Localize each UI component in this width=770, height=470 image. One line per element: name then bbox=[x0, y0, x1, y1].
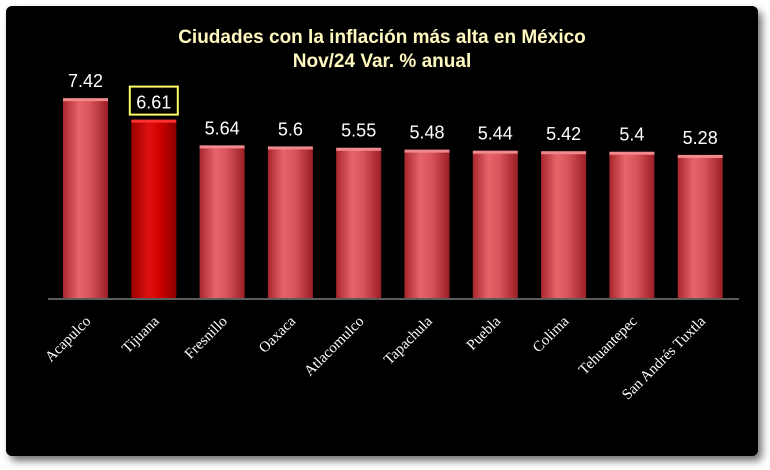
bar-atlacomulco bbox=[336, 150, 382, 298]
bar-top-9 bbox=[677, 154, 723, 159]
x-tick-label: Oaxaca bbox=[256, 313, 299, 356]
x-tick-label: Tapachula bbox=[381, 313, 436, 368]
data-label: 5.6 bbox=[278, 119, 303, 139]
bar-top-5 bbox=[404, 149, 450, 154]
bar-tehuantepec bbox=[609, 154, 655, 298]
data-label: 5.28 bbox=[683, 128, 718, 148]
bar-tijuana bbox=[131, 122, 177, 298]
bar-top-2 bbox=[199, 145, 245, 150]
bar-top-6 bbox=[472, 150, 518, 155]
bar-top-7 bbox=[541, 151, 587, 156]
bar-top-8 bbox=[609, 151, 655, 156]
x-tick-label: Acapulco bbox=[42, 314, 94, 366]
data-label: 5.44 bbox=[478, 124, 513, 144]
data-label: 6.61 bbox=[136, 93, 171, 113]
chart-title-block: Ciudades con la inflación más alta en Mé… bbox=[6, 26, 758, 74]
bar-top-4 bbox=[336, 147, 382, 152]
x-tick-label: Puebla bbox=[464, 313, 504, 353]
x-tick-label: Tijuana bbox=[119, 313, 163, 357]
x-tick-label: Atlacomulco bbox=[301, 314, 367, 380]
bar-chart: 7.42 Acapulco 6.61 Tijuana 5.64 Fresnillo 5.6 O… bbox=[42, 71, 739, 403]
bar-puebla bbox=[472, 153, 518, 298]
bar-colima bbox=[541, 154, 587, 298]
data-label: 5.4 bbox=[619, 125, 644, 145]
bar-top-1 bbox=[131, 119, 177, 124]
bar-tapachula bbox=[404, 152, 450, 298]
bar-acapulco bbox=[63, 101, 108, 298]
data-label: 5.48 bbox=[409, 123, 444, 143]
data-label: 7.42 bbox=[68, 71, 103, 91]
bar-fresnillo bbox=[199, 148, 245, 298]
x-tick-label: Fresnillo bbox=[182, 314, 231, 363]
highlight-box bbox=[128, 85, 179, 116]
chart-title: Ciudades con la inflación más alta en Mé… bbox=[178, 27, 586, 48]
data-label: 5.42 bbox=[546, 124, 581, 144]
bar-san-andrés-tuxtla bbox=[677, 157, 723, 298]
chart-subtitle: Nov/24 Var. % anual bbox=[292, 51, 472, 72]
data-label: 5.64 bbox=[205, 118, 240, 138]
bar-oaxaca bbox=[267, 149, 313, 298]
chart-frame: Ciudades con la inflación más alta en Mé… bbox=[6, 6, 758, 456]
bar-top-0 bbox=[63, 98, 108, 103]
x-tick-label: Tehuantepec bbox=[576, 313, 641, 378]
bar-top-3 bbox=[267, 146, 313, 151]
data-label: 5.55 bbox=[341, 121, 376, 141]
x-tick-label: Colima bbox=[530, 313, 573, 356]
